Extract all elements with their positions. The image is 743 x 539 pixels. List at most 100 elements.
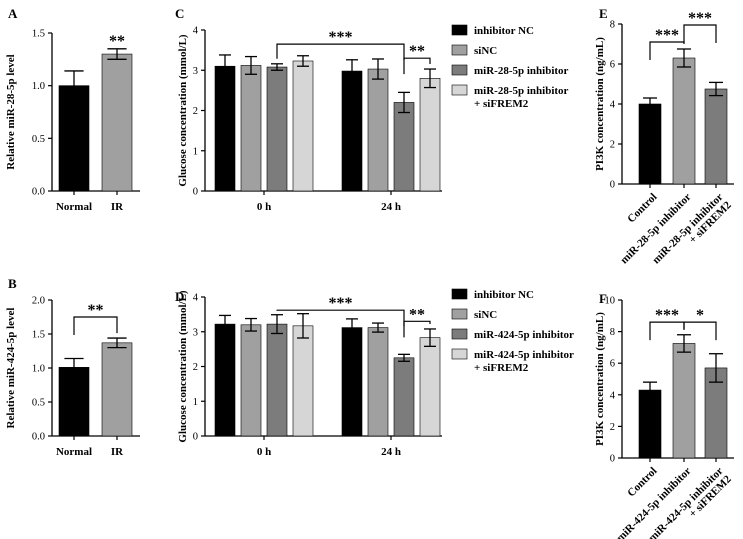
y-axis-title: PI3K concentration (ng/mL) xyxy=(594,37,606,171)
bar xyxy=(419,337,441,437)
legend-swatch xyxy=(451,64,468,76)
significance-label: ** xyxy=(109,33,125,50)
chart-panel-c: 0 1 2 3 4 Glucose concentration (mmol/L) C 0 h 2… xyxy=(175,6,569,213)
bar xyxy=(393,102,415,192)
bar xyxy=(214,323,236,437)
legend-label: inhibitor NC xyxy=(474,25,534,37)
y-tick-label: 1 xyxy=(193,146,198,157)
x-tick-label: IR xyxy=(111,201,124,213)
legend-label: inhibitor NC xyxy=(474,289,534,301)
y-tick-label: 8 xyxy=(610,327,615,338)
y-tick-label: 4 xyxy=(193,293,199,304)
y-tick-label: 10 xyxy=(605,296,616,307)
panel-letter: F xyxy=(599,291,607,306)
x-tick-label: Control xyxy=(625,465,659,499)
bar xyxy=(672,343,696,459)
y-tick-label: 1 xyxy=(193,397,198,408)
bar xyxy=(341,327,363,437)
y-tick-label: 0 xyxy=(610,180,615,191)
significance-label: *** xyxy=(329,295,353,312)
bar xyxy=(638,389,662,459)
legend: inhibitor NC siNC miR-424-5p inhibitor miR-… xyxy=(451,288,574,374)
y-tick-label: 1.5 xyxy=(32,29,45,40)
bar xyxy=(341,70,363,192)
legend-swatch xyxy=(451,288,468,300)
legend-swatch xyxy=(451,328,468,340)
y-tick-label: 0.0 xyxy=(32,432,45,443)
chart-panel-d: 0 1 2 3 4 Glucose concentration (mmol/L)D 0 h 2… xyxy=(175,288,574,458)
significance-bracket xyxy=(73,316,118,335)
bar xyxy=(101,53,133,192)
chart-panel-e: 0 2 4 6 8 PI3K concentration (ng/mL) E Controlm… xyxy=(594,6,734,275)
x-tick-label: 24 h xyxy=(381,446,401,458)
y-tick-label: 2 xyxy=(610,422,615,433)
y-tick-label: 0 xyxy=(193,187,198,198)
y-tick-label: 2 xyxy=(610,140,615,151)
y-tick-label: 3 xyxy=(193,66,198,77)
legend-label: + siFREM2 xyxy=(474,98,529,110)
significance-bracket xyxy=(649,321,685,341)
legend-swatch xyxy=(451,84,468,96)
y-tick-label: 4 xyxy=(610,100,616,111)
bar xyxy=(266,323,288,437)
y-tick-label: 0 xyxy=(193,432,198,443)
significance-label: ** xyxy=(409,306,425,323)
significance-bracket xyxy=(276,309,405,327)
significance-label: *** xyxy=(329,29,353,46)
bar xyxy=(292,60,314,192)
bar xyxy=(419,78,441,192)
bar xyxy=(704,88,728,185)
bar xyxy=(240,324,262,437)
bar xyxy=(240,65,262,192)
bar xyxy=(292,325,314,437)
significance-label: ** xyxy=(88,302,104,319)
significance-bracket xyxy=(276,43,405,61)
y-axis-title: Glucose concentration (mmol/L) xyxy=(177,290,189,442)
significance-bracket xyxy=(683,321,717,341)
y-tick-label: 2 xyxy=(193,106,198,117)
bar xyxy=(58,367,90,437)
panel-letter: A xyxy=(8,6,18,21)
legend: inhibitor NC siNC miR-28-5p inhibitor miR-2… xyxy=(451,24,569,110)
x-tick-label: miR-28-5p inhibitor+ siFREM2 xyxy=(650,191,734,275)
y-axis-title: Relative miR-28-5p level xyxy=(5,54,17,169)
y-axis-title: Relative miR-424-5p level xyxy=(5,308,17,429)
legend-swatch xyxy=(451,348,468,360)
significance-label: * xyxy=(696,307,704,324)
y-tick-label: 1.5 xyxy=(32,330,45,341)
legend-swatch xyxy=(451,44,468,56)
bar xyxy=(672,57,696,185)
x-tick-label-line: Control xyxy=(625,465,659,499)
significance-bracket xyxy=(683,24,717,43)
chart-panel-f: 0 2 4 6 8 10 PI3K concentration (ng/mL) F Contro… xyxy=(594,291,734,539)
y-tick-label: 4 xyxy=(610,390,616,401)
significance-label: *** xyxy=(655,27,679,44)
y-tick-label: 3 xyxy=(193,327,198,338)
bar xyxy=(638,103,662,185)
bar xyxy=(367,68,389,192)
chart-panel-b: 0.0 0.5 1.0 1.5 2.0 Relative miR-424-5p level… xyxy=(5,276,140,458)
significance-label: ** xyxy=(409,43,425,60)
legend-label: miR-28-5p inhibitor xyxy=(474,65,569,77)
bar xyxy=(101,342,133,437)
y-tick-label: 2 xyxy=(193,362,198,373)
y-tick-label: 6 xyxy=(610,359,615,370)
x-tick-label: 24 h xyxy=(381,201,401,213)
x-tick-label: 0 h xyxy=(257,446,271,458)
y-tick-label: 0.0 xyxy=(32,187,45,198)
legend-label: miR-28-5p inhibitor xyxy=(474,85,569,97)
x-tick-label: IR xyxy=(111,446,124,458)
legend-label: miR-424-5p inhibitor xyxy=(474,349,574,361)
panel-letter: E xyxy=(599,6,608,21)
significance-bracket xyxy=(403,320,431,338)
bar xyxy=(58,85,90,192)
y-tick-label: 4 xyxy=(193,26,199,37)
bar xyxy=(367,327,389,437)
x-tick-label: Normal xyxy=(56,446,92,458)
legend-swatch xyxy=(451,24,468,36)
legend-swatch xyxy=(451,308,468,320)
y-tick-label: 8 xyxy=(610,20,615,31)
x-tick-label: 0 h xyxy=(257,201,271,213)
y-tick-label: 0.5 xyxy=(32,134,45,145)
y-tick-label: 1.0 xyxy=(32,81,45,92)
